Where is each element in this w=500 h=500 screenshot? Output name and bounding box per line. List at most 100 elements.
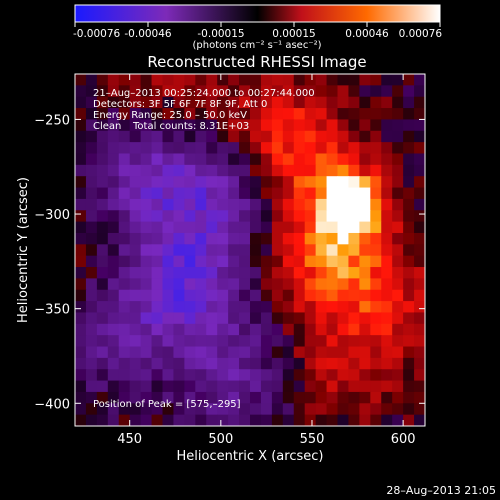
heatmap-cell [392, 210, 404, 223]
heatmap-cell [173, 108, 185, 121]
heatmap-cell [162, 267, 175, 279]
heatmap-cell [151, 198, 164, 211]
heatmap-cell [392, 403, 404, 416]
heatmap-cell [304, 278, 317, 291]
heatmap-cell [173, 335, 185, 348]
heatmap-cell [414, 130, 425, 143]
heatmap-cell [293, 335, 306, 348]
heatmap-cell [271, 164, 284, 177]
heatmap-cell [315, 74, 328, 86]
heatmap-cell [217, 130, 229, 143]
heatmap-cell [107, 198, 120, 211]
heatmap-cell [414, 369, 425, 382]
colorbar-tick-label: -0.00015 [197, 28, 244, 40]
heatmap-cell [414, 210, 425, 223]
heatmap-cell [195, 289, 207, 302]
heatmap-cell [239, 108, 251, 121]
heatmap-cell [184, 198, 196, 211]
heatmap-cell [370, 301, 382, 314]
heatmap-cell [228, 74, 240, 86]
heatmap-cell [337, 289, 350, 302]
heatmap-cell [315, 403, 328, 416]
heatmap-cell [348, 255, 360, 268]
heatmap-cell [228, 391, 240, 404]
heatmap-cell [304, 153, 317, 166]
heatmap-cell [195, 164, 207, 177]
heatmap-cell [107, 210, 120, 223]
heatmap-cell [348, 164, 360, 177]
heatmap-cell [140, 403, 153, 416]
heatmap-cell [425, 312, 437, 324]
x-tick-label: 500 [208, 432, 233, 447]
heatmap-cell [348, 335, 360, 348]
heatmap-cell [206, 85, 218, 98]
heatmap-cell [327, 426, 339, 438]
heatmap-cell [370, 119, 382, 132]
heatmap-cell [96, 244, 109, 257]
heatmap-cell [260, 153, 273, 166]
heatmap-cell [140, 346, 153, 359]
heatmap-cell [337, 369, 350, 382]
heatmap-cell [151, 346, 164, 359]
heatmap-cell [140, 210, 153, 223]
heatmap-cell [184, 153, 196, 166]
heatmap-cell [304, 289, 317, 302]
heatmap-cell [75, 198, 87, 211]
heatmap-cell [250, 426, 262, 438]
heatmap-cell [195, 130, 207, 143]
heatmap-cell [107, 187, 120, 200]
heatmap-cell [96, 312, 109, 325]
heatmap-cell [260, 176, 273, 189]
heatmap-cell [228, 335, 240, 348]
heatmap-cell [206, 119, 218, 132]
heatmap-cell [107, 357, 120, 370]
heatmap-cell [392, 414, 404, 426]
heatmap-cell [239, 232, 251, 245]
heatmap-cell [151, 74, 164, 86]
heatmap-cell [359, 391, 371, 404]
heatmap-cell [392, 323, 404, 336]
heatmap-cell [107, 85, 120, 98]
x-tick-label: 450 [117, 432, 142, 447]
heatmap-cell [250, 232, 262, 245]
heatmap-cell [96, 96, 109, 109]
heatmap-cell [75, 153, 87, 166]
heatmap-cell [151, 221, 164, 234]
heatmap-cell [304, 335, 317, 348]
heatmap-cell [425, 347, 437, 359]
heatmap-cell [173, 369, 185, 382]
colorbar-tick-label: -0.00076 [73, 28, 121, 40]
heatmap-cell [381, 210, 393, 223]
heatmap-cell [271, 176, 284, 189]
heatmap-cell [118, 244, 131, 257]
heatmap-cell [381, 221, 393, 234]
heatmap-cell [75, 210, 87, 223]
heatmap-cell [271, 85, 284, 98]
heatmap-cell [370, 312, 382, 325]
heatmap-cell [392, 380, 404, 393]
heatmap-cell [96, 130, 109, 143]
heatmap-cell [118, 289, 131, 302]
heatmap-cell [173, 278, 185, 291]
heatmap-cell [271, 380, 284, 393]
heatmap-cell [392, 369, 404, 382]
heatmap-cell [282, 130, 295, 143]
total-counts-text: Total counts: 8.31E+03 [132, 121, 249, 132]
heatmap-cell [370, 164, 382, 177]
heatmap-cell [217, 414, 229, 426]
heatmap-cell [304, 346, 317, 359]
heatmap-cell [271, 403, 284, 416]
heatmap-cell [228, 346, 240, 359]
heatmap-cell [239, 153, 251, 166]
heatmap-cell [129, 244, 142, 257]
heatmap-cell [359, 142, 371, 155]
heatmap-cell [403, 96, 415, 109]
heatmap-cell [293, 119, 306, 132]
heatmap-cell [348, 85, 360, 98]
heatmap-cell [195, 414, 207, 426]
heatmap-cell [129, 403, 142, 416]
heatmap-cell [414, 323, 425, 336]
heatmap-cell [326, 108, 339, 121]
heatmap-cell [75, 278, 87, 291]
heatmap-cell [96, 346, 109, 359]
